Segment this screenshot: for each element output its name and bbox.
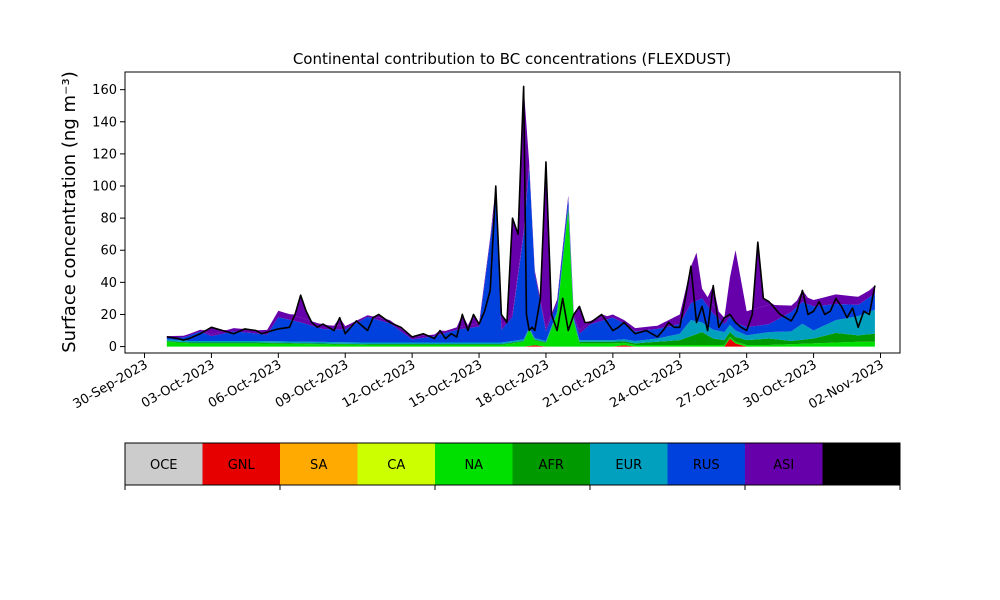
- x-tick-label: 15-Oct-2023: [407, 357, 485, 411]
- y-tick-label: 0: [109, 340, 117, 355]
- y-tick-label: 60: [100, 244, 117, 259]
- y-tick-label: 40: [100, 276, 117, 291]
- area-residual: [166, 86, 875, 337]
- legend-swatch-eur: [590, 443, 668, 485]
- x-tick-label: 12-Oct-2023: [340, 357, 418, 411]
- area-rus: [166, 166, 875, 343]
- legend-label-ca: CA: [387, 458, 405, 473]
- legend-swatch-afr: [512, 443, 591, 485]
- y-tick-label: 140: [92, 115, 117, 130]
- legend-frame: [124, 442, 901, 486]
- x-tick-label: 24-Oct-2023: [607, 357, 685, 411]
- y-tick-label: 120: [92, 147, 117, 162]
- legend-swatch-ca: [357, 443, 436, 485]
- x-tick-label: 09-Oct-2023: [273, 357, 351, 411]
- legend-label-gnl: GNL: [228, 458, 256, 473]
- legend-swatch-oce: [125, 443, 203, 485]
- y-tick-label: 80: [100, 212, 117, 227]
- area-eur: [166, 206, 875, 345]
- legend-swatch-sa: [280, 443, 358, 485]
- x-tick-label: 21-Oct-2023: [540, 357, 618, 411]
- legend-label-sa: SA: [310, 458, 327, 473]
- stacked-areas: [166, 86, 875, 347]
- legend-label-aus: AUS: [848, 458, 875, 473]
- area-gnl: [166, 338, 875, 347]
- legend-label-na: NA: [464, 458, 483, 473]
- plot-frame: [124, 71, 901, 354]
- x-tick-label: 06-Oct-2023: [206, 357, 284, 411]
- total-line: [166, 85, 876, 341]
- legend-label-asi: ASI: [773, 458, 794, 473]
- legend-label-eur: EUR: [615, 458, 642, 473]
- x-tick-label: 30-Sep-2023: [71, 357, 151, 412]
- area-asi: [166, 163, 875, 340]
- y-tick-label: 160: [92, 83, 117, 98]
- y-axis-label: Surface concentration (ng m⁻³): [59, 71, 80, 353]
- color-legend-bar: OCE GNL SA CA NA AFR EUR RUS ASI AUS: [124, 442, 901, 490]
- legend-swatch-gnl: [202, 443, 281, 485]
- x-axis-ticks: 30-Sep-202303-Oct-202306-Oct-202309-Oct-…: [71, 353, 886, 412]
- legend-swatch-rus: [667, 443, 746, 485]
- legend-label-oce: OCE: [150, 458, 178, 473]
- legend-swatch-asi: [745, 443, 823, 485]
- y-tick-label: 20: [100, 308, 117, 323]
- x-tick-label: 27-Oct-2023: [674, 357, 752, 411]
- legend-label-rus: RUS: [693, 458, 720, 473]
- y-axis-ticks: 0 20 40 60 80 100 120 140 160: [92, 83, 125, 355]
- x-tick-label: 02-Nov-2023: [806, 357, 886, 412]
- x-tick-label: 18-Oct-2023: [474, 357, 552, 411]
- y-tick-label: 100: [92, 180, 117, 195]
- legend-swatch-na: [435, 443, 513, 485]
- legend-label-afr: AFR: [539, 458, 564, 473]
- chart-title: Continental contribution to BC concentra…: [293, 50, 731, 68]
- legend-swatch-aus: [822, 443, 901, 485]
- x-tick-label: 03-Oct-2023: [139, 357, 217, 411]
- total-line-group: [166, 85, 876, 341]
